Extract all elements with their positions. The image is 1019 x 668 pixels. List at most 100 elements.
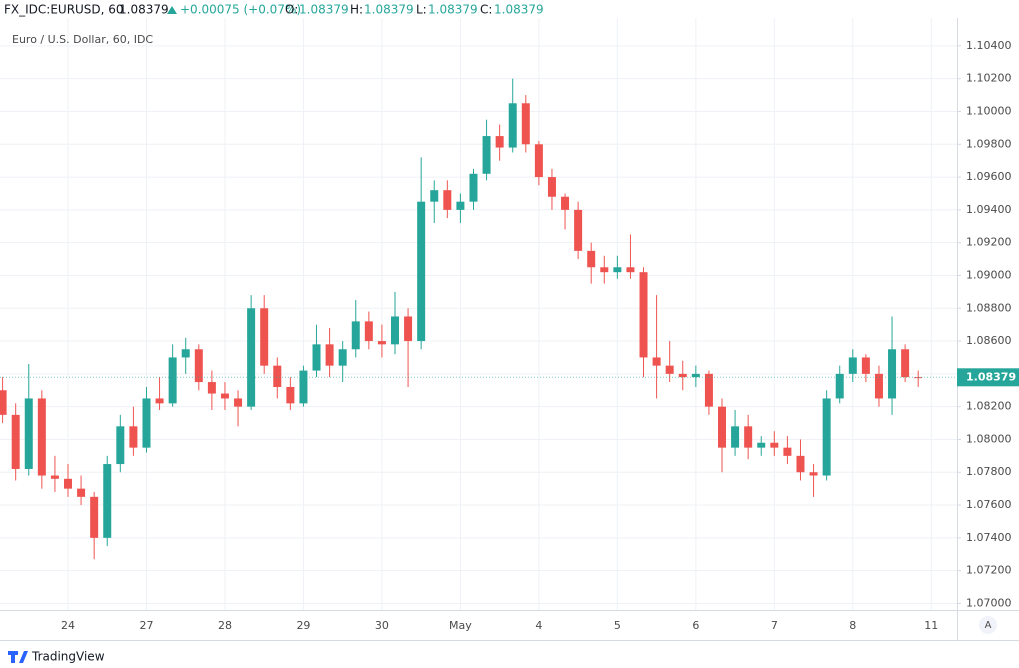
candle-body: [626, 267, 635, 273]
candle-body: [155, 398, 164, 404]
candle-body: [24, 398, 33, 469]
candle-body: [796, 455, 805, 473]
candle-body: [417, 201, 426, 342]
y-tick-label: 1.07600: [966, 498, 1012, 511]
candle-body: [822, 398, 831, 476]
candle-body: [861, 357, 870, 374]
candle-body: [809, 472, 818, 476]
candle-body: [678, 373, 687, 378]
y-tick-label: 1.09200: [966, 236, 1012, 249]
candle-body: [234, 398, 243, 407]
candle-body: [364, 321, 373, 342]
candle-body: [482, 136, 491, 174]
candle-body: [508, 103, 517, 148]
candles: [0, 78, 923, 560]
candle-body: [587, 250, 596, 268]
candle-body: [574, 209, 583, 251]
chart-title: Euro / U.S. Dollar, 60, IDC: [12, 33, 153, 46]
ohlc-value: 1.08379: [494, 3, 544, 17]
y-tick-label: 1.09800: [966, 137, 1012, 150]
candle-body: [194, 349, 203, 383]
y-tick-label: 1.10000: [966, 104, 1012, 117]
candle-body: [273, 365, 282, 387]
x-tick-label: 7: [771, 619, 778, 632]
candle-body: [547, 177, 556, 197]
brand-name: TradingView: [31, 650, 105, 664]
price: 1.08379: [119, 3, 169, 17]
candle-body: [391, 316, 399, 345]
x-tick-label: 5: [614, 619, 621, 632]
ohlc-label: H:: [350, 3, 363, 17]
x-tick-label: 8: [849, 619, 856, 632]
candle-body: [600, 267, 609, 273]
x-tick-label: 6: [692, 619, 699, 632]
y-tick-label: 1.07000: [966, 596, 1012, 609]
candle-body: [377, 341, 386, 345]
candle-body: [207, 382, 216, 394]
auto-scale-label[interactable]: A: [985, 620, 992, 631]
candle-body: [116, 426, 125, 465]
candle-body: [691, 373, 700, 378]
y-tick-label: 1.09400: [966, 203, 1012, 216]
candle-body: [731, 426, 740, 448]
candle-body: [90, 496, 99, 538]
ohlc-label: O:: [285, 3, 298, 17]
candle-body: [11, 414, 20, 469]
candle-body: [757, 442, 766, 448]
candle-body: [77, 488, 86, 497]
candle-body: [835, 373, 844, 399]
candle-body: [351, 321, 360, 350]
candle-body: [783, 447, 792, 456]
y-tick-label: 1.08200: [966, 400, 1012, 413]
candle-body: [613, 267, 622, 273]
candle-body: [286, 386, 295, 404]
y-tick-label: 1.07200: [966, 564, 1012, 577]
y-tick-label: 1.09600: [966, 170, 1012, 183]
candle-body: [521, 103, 530, 145]
x-tick-label: 28: [218, 619, 232, 632]
x-tick-label: 29: [296, 619, 310, 632]
y-tick-label: 1.08000: [966, 432, 1012, 445]
candle-body: [0, 390, 7, 415]
ohlc-label: C:: [480, 3, 492, 17]
y-tick-label: 1.08600: [966, 334, 1012, 347]
ohlc-label: L:: [416, 3, 427, 17]
candle-body: [744, 426, 753, 448]
candle-body: [718, 406, 726, 448]
y-tick-label: 1.10200: [966, 72, 1012, 85]
candle-body: [168, 357, 177, 404]
last-price-tag: [957, 368, 1019, 387]
x-tick-label: 4: [535, 619, 542, 632]
candle-body: [534, 144, 543, 178]
candle-body: [430, 190, 439, 202]
candle-body: [888, 349, 897, 399]
x-tick-label: May: [449, 619, 472, 632]
candle-body: [639, 272, 648, 358]
candle-body: [64, 478, 72, 489]
x-tick-label: 30: [375, 619, 389, 632]
candle-body: [469, 173, 478, 202]
candle-body: [338, 349, 347, 366]
candle-body: [312, 344, 321, 371]
last-price-label: 1.08379: [966, 370, 1016, 383]
change: +0.00075 (+0.07%): [180, 3, 301, 17]
x-tick-label: 27: [139, 619, 153, 632]
candle-body: [652, 357, 661, 366]
brand-logo: [8, 651, 28, 663]
up-arrow: [167, 6, 177, 14]
candle-body: [770, 442, 779, 448]
symbol: FX_IDC:EURUSD, 60: [4, 3, 124, 17]
auto-scale-button[interactable]: [979, 616, 997, 634]
ohlc-value: 1.08379: [299, 3, 349, 17]
candle-body: [325, 344, 334, 366]
candle-body: [495, 136, 504, 148]
y-tick-label: 1.09000: [966, 268, 1012, 281]
candle-body: [561, 196, 570, 210]
candle-body: [299, 370, 308, 404]
candle-body: [456, 201, 465, 210]
ohlc-value: 1.08379: [364, 3, 414, 17]
candle-body: [404, 316, 413, 342]
